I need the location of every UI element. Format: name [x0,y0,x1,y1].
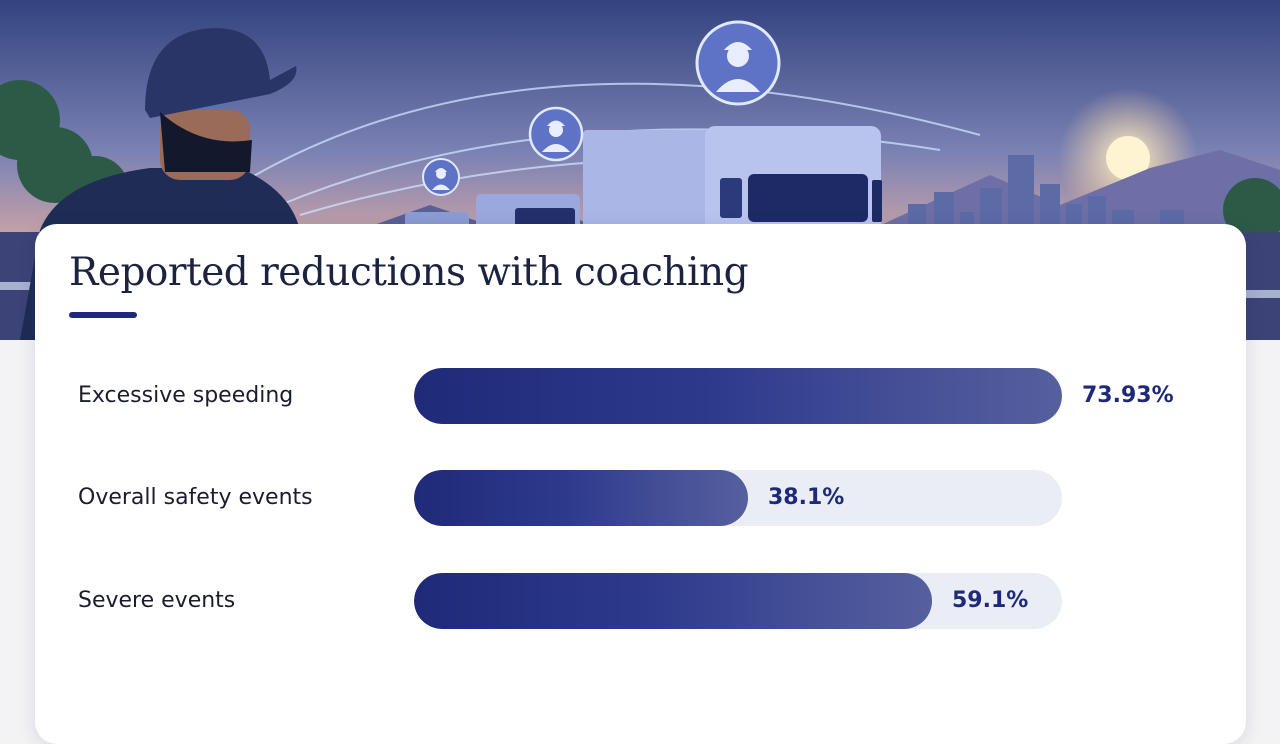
bar-track [414,368,1062,424]
bar-track [414,470,1062,526]
bar [414,470,748,526]
value-label: 73.93% [1082,383,1174,408]
value-label: 38.1% [768,485,845,510]
driver-avatar-icon [422,158,460,196]
category-label: Severe events [78,588,236,613]
sun-icon [1106,136,1150,180]
bar-row: Severe events 59.1% [35,573,1246,629]
bar-row: Overall safety events 38.1% [35,470,1246,526]
category-label: Overall safety events [78,485,313,510]
value-label: 59.1% [952,588,1029,613]
title-underline [69,312,137,318]
category-label: Excessive speeding [78,383,294,408]
bar [414,368,1062,424]
bar [414,573,932,629]
truck-main [583,126,882,234]
driver-avatar-icon [528,106,584,162]
chart-title: Reported reductions with coaching [69,250,749,295]
chart-card: Reported reductions with coaching Excess… [35,224,1246,744]
bar-track [414,573,1062,629]
bar-row: Excessive speeding 73.93% [35,368,1246,424]
driver-avatar-icon [695,20,781,106]
